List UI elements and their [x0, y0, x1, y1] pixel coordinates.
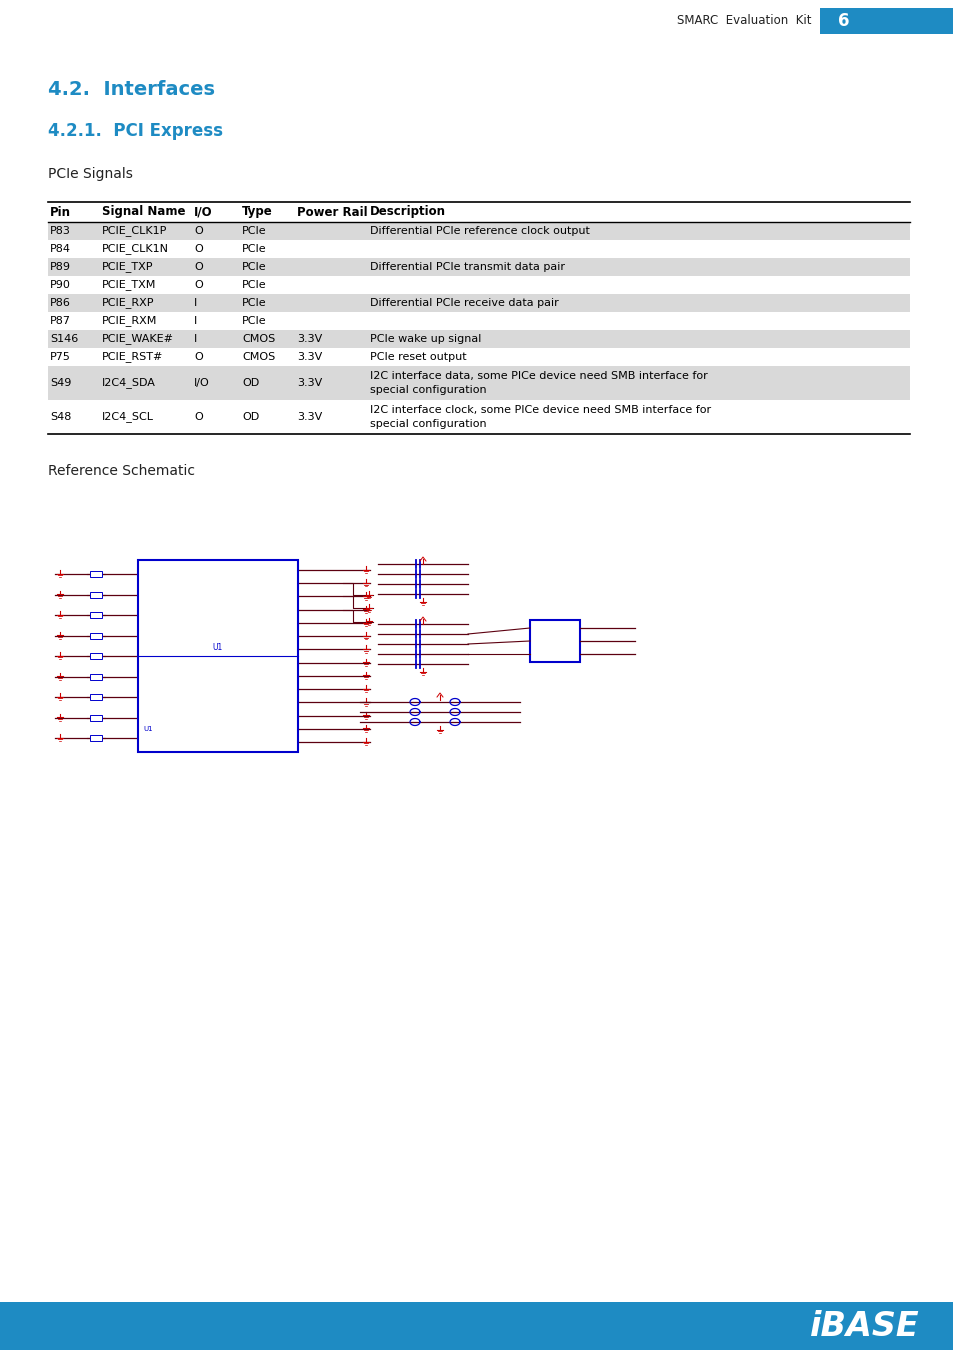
Text: Differential PCIe receive data pair: Differential PCIe receive data pair: [370, 298, 558, 308]
Text: 3.3V: 3.3V: [296, 333, 322, 344]
Text: CMOS: CMOS: [242, 333, 275, 344]
Bar: [48, 366, 909, 400]
Text: S49: S49: [50, 378, 71, 387]
Text: U1: U1: [143, 726, 152, 732]
Text: PCIE_CLK1N: PCIE_CLK1N: [102, 243, 169, 254]
Text: CMOS: CMOS: [242, 352, 275, 362]
Text: PCIE_RXM: PCIE_RXM: [102, 316, 157, 327]
Text: P87: P87: [50, 316, 71, 325]
Text: P86: P86: [50, 298, 71, 308]
Text: I/O: I/O: [193, 205, 213, 219]
Text: PCIE_CLK1P: PCIE_CLK1P: [102, 225, 167, 236]
Text: Pin: Pin: [50, 205, 71, 219]
Text: OD: OD: [242, 378, 259, 387]
Bar: [48, 258, 909, 275]
Bar: [90, 674, 102, 679]
Text: PCIe: PCIe: [242, 262, 266, 271]
Text: PCIe wake up signal: PCIe wake up signal: [370, 333, 481, 344]
Bar: [48, 329, 909, 348]
Text: I2C4_SDA: I2C4_SDA: [102, 378, 155, 389]
Text: S146: S146: [50, 333, 78, 344]
Bar: [138, 560, 297, 752]
Bar: [0, 1301, 953, 1350]
Text: Differential PCIe reference clock output: Differential PCIe reference clock output: [370, 225, 589, 236]
Text: PCIE_TXP: PCIE_TXP: [102, 262, 153, 273]
Text: P75: P75: [50, 352, 71, 362]
Text: I/O: I/O: [193, 378, 210, 387]
Text: I2C interface clock, some PICe device need SMB interface for: I2C interface clock, some PICe device ne…: [370, 405, 710, 414]
Text: PCIe: PCIe: [242, 279, 266, 290]
Bar: [90, 591, 102, 598]
Text: I2C interface data, some PICe device need SMB interface for: I2C interface data, some PICe device nee…: [370, 371, 707, 381]
Text: O: O: [193, 262, 203, 271]
Text: P90: P90: [50, 279, 71, 290]
Bar: [90, 633, 102, 639]
Text: PCIe Signals: PCIe Signals: [48, 167, 132, 181]
Bar: [48, 294, 909, 312]
Text: U1: U1: [213, 643, 223, 652]
Text: PCIE_RST#: PCIE_RST#: [102, 351, 163, 362]
Bar: [90, 694, 102, 701]
Text: Type: Type: [242, 205, 273, 219]
Text: Power Rail: Power Rail: [296, 205, 367, 219]
Text: PCIe: PCIe: [242, 225, 266, 236]
Text: PCIE_WAKE#: PCIE_WAKE#: [102, 333, 173, 344]
Text: iBASE: iBASE: [809, 1310, 919, 1342]
Text: P89: P89: [50, 262, 71, 271]
Bar: [90, 653, 102, 659]
Text: Differential PCIe transmit data pair: Differential PCIe transmit data pair: [370, 262, 564, 271]
Text: PCIe: PCIe: [242, 244, 266, 254]
Text: PCIe: PCIe: [242, 298, 266, 308]
Text: SMARC  Evaluation  Kit: SMARC Evaluation Kit: [677, 15, 811, 27]
Text: S48: S48: [50, 412, 71, 423]
Text: PCIE_RXP: PCIE_RXP: [102, 297, 154, 308]
Text: I: I: [193, 298, 197, 308]
Text: 4.2.  Interfaces: 4.2. Interfaces: [48, 80, 214, 99]
Text: special configuration: special configuration: [370, 385, 486, 396]
Text: PCIe reset output: PCIe reset output: [370, 352, 466, 362]
Text: 3.3V: 3.3V: [296, 412, 322, 423]
Bar: [90, 612, 102, 618]
Text: I2C4_SCL: I2C4_SCL: [102, 412, 153, 423]
Text: PCIe: PCIe: [242, 316, 266, 325]
Text: OD: OD: [242, 412, 259, 423]
Text: 6: 6: [837, 12, 848, 30]
Text: Description: Description: [370, 205, 446, 219]
Text: O: O: [193, 279, 203, 290]
Text: 3.3V: 3.3V: [296, 378, 322, 387]
Text: special configuration: special configuration: [370, 418, 486, 429]
Text: O: O: [193, 225, 203, 236]
Bar: [530, 620, 579, 661]
Text: P84: P84: [50, 244, 71, 254]
Text: O: O: [193, 244, 203, 254]
Bar: [90, 734, 102, 741]
Text: 4.2.1.  PCI Express: 4.2.1. PCI Express: [48, 122, 223, 140]
Bar: [90, 571, 102, 576]
Text: 3.3V: 3.3V: [296, 352, 322, 362]
Text: Signal Name: Signal Name: [102, 205, 185, 219]
Text: I: I: [193, 333, 197, 344]
Bar: [90, 714, 102, 721]
Text: O: O: [193, 412, 203, 423]
Text: Reference Schematic: Reference Schematic: [48, 464, 194, 478]
Text: I: I: [193, 316, 197, 325]
Text: P83: P83: [50, 225, 71, 236]
Text: O: O: [193, 352, 203, 362]
Text: PCIE_TXM: PCIE_TXM: [102, 279, 156, 290]
Bar: [48, 221, 909, 240]
Bar: [820, 8, 953, 34]
